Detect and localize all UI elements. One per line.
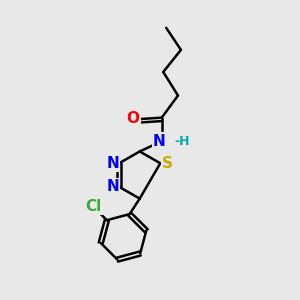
Text: N: N (106, 179, 119, 194)
Text: O: O (127, 111, 140, 126)
Text: S: S (162, 156, 173, 171)
Text: Cl: Cl (85, 199, 101, 214)
Text: N: N (153, 134, 166, 149)
Text: N: N (106, 156, 119, 171)
Text: -H: -H (174, 135, 190, 148)
